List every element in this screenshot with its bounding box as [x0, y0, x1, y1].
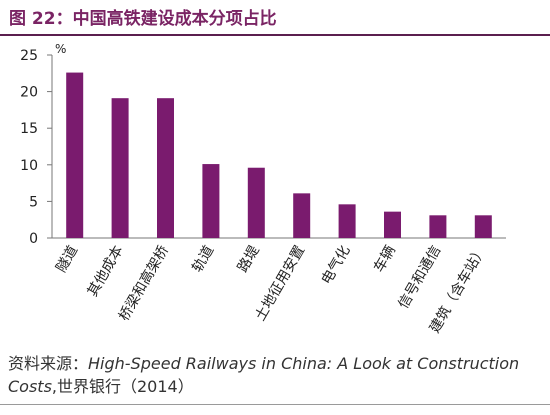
y-tick-label: 25 — [20, 48, 38, 64]
y-tick-label: 10 — [20, 158, 38, 174]
bar — [202, 164, 220, 238]
y-tick-label: 20 — [20, 85, 38, 101]
bars — [66, 72, 492, 239]
bar — [429, 215, 447, 238]
bar — [247, 167, 265, 238]
bar — [474, 215, 492, 238]
source-title: High-Speed Railways in China: A Look at … — [8, 354, 520, 396]
y-tick-label: 0 — [29, 231, 38, 247]
category-label: 隧道 — [53, 243, 81, 275]
category-label: 信号和通信 — [396, 243, 445, 312]
category-label: 其他成本 — [85, 243, 127, 299]
figure-title: 图 22：中国高铁建设成本分项占比 — [9, 9, 277, 29]
bar — [338, 204, 356, 238]
category-label: 土地征用安置 — [252, 243, 308, 324]
y-tick-label: 5 — [29, 194, 38, 210]
bar — [111, 98, 129, 238]
y-tick-label: 15 — [20, 121, 38, 137]
category-label: 车辆 — [370, 243, 399, 276]
title-bar: 图 22：中国高铁建设成本分项占比 — [0, 0, 550, 36]
bar — [66, 72, 84, 239]
bar — [157, 98, 174, 238]
category-label: 电气化 — [319, 243, 354, 287]
source-suffix: ,世界银行（2014） — [51, 377, 194, 396]
source-prefix: 资料来源： — [8, 354, 89, 373]
bar — [384, 211, 401, 238]
source-note: 资料来源：High-Speed Railways in China: A Loo… — [8, 352, 544, 398]
category-label: 轨道 — [190, 243, 218, 275]
footer-divider — [0, 404, 550, 405]
bar — [293, 193, 311, 238]
y-unit-label: % — [55, 42, 66, 56]
category-label: 路堤 — [235, 243, 263, 275]
